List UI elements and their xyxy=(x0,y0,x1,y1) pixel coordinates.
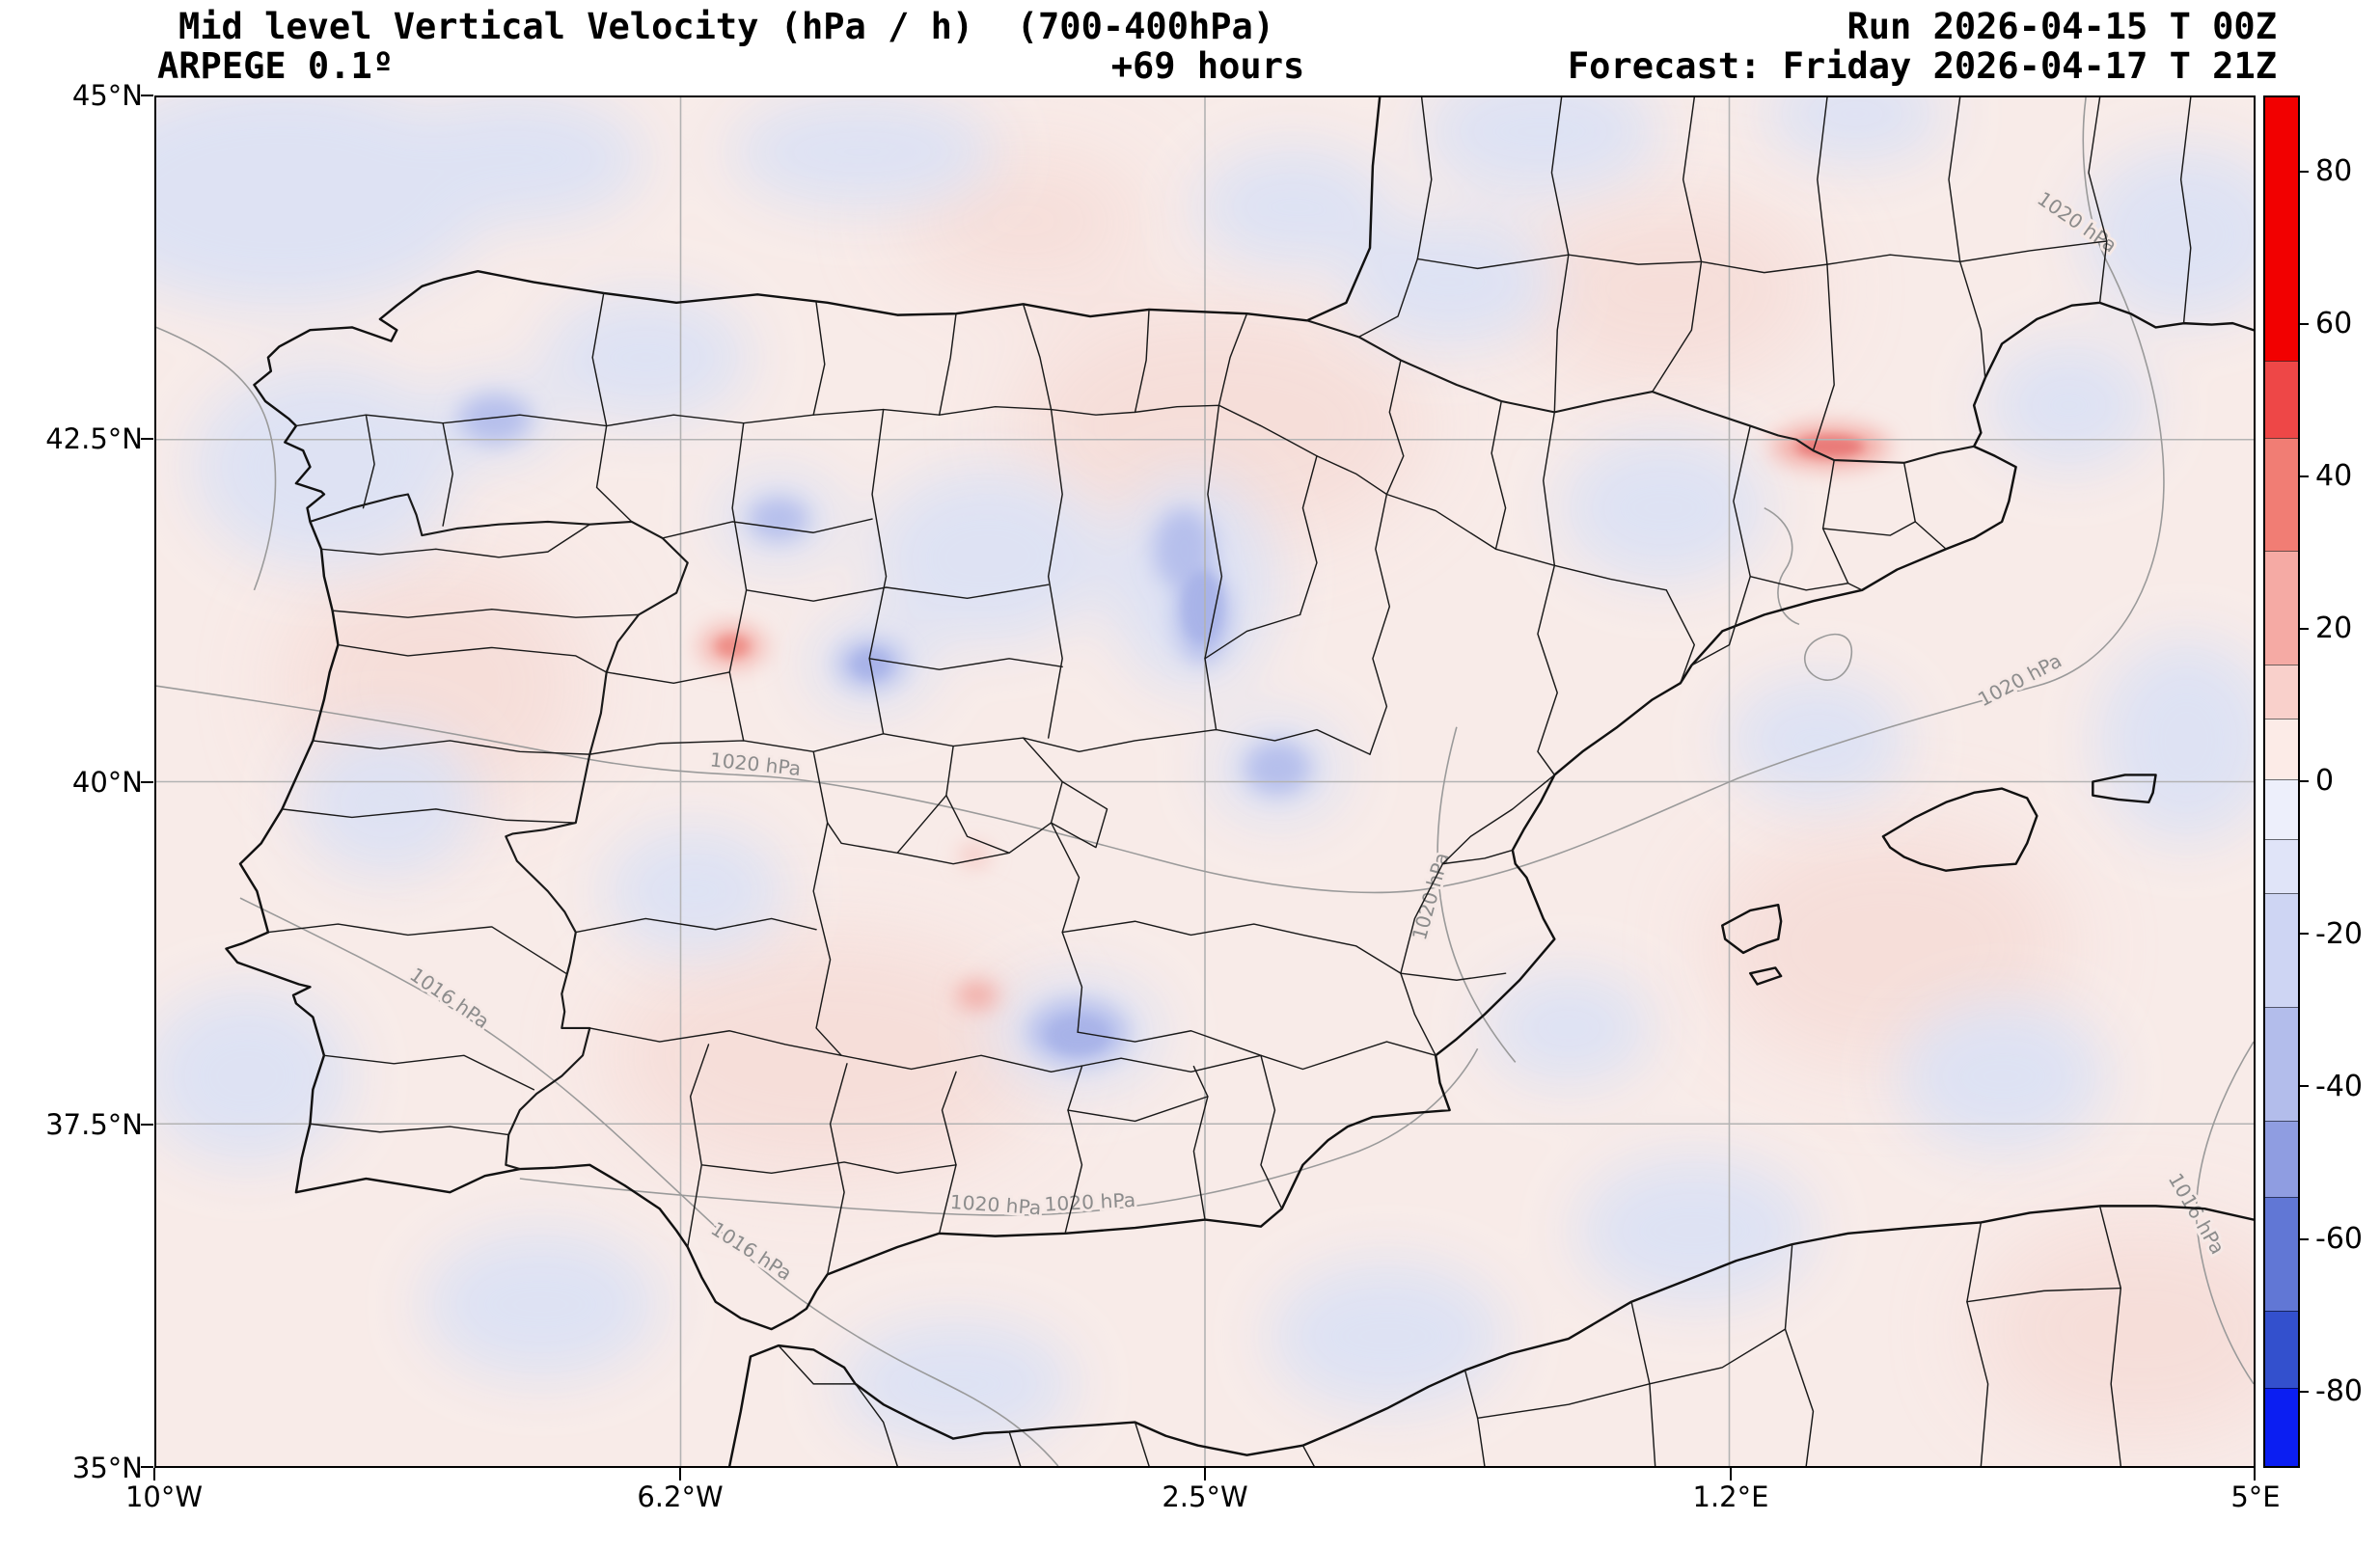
x-tick-label: 2.5°W xyxy=(1162,1480,1248,1513)
y-tick-label: 35°N xyxy=(71,1452,143,1484)
colorbar-tick-mark xyxy=(2300,1085,2309,1087)
colorbar-segment xyxy=(2265,839,2298,894)
run-label: Run 2026-04-15 T 00Z xyxy=(1847,6,2277,47)
colorbar-segment xyxy=(2265,1006,2298,1121)
colorbar-tick-mark xyxy=(2300,628,2309,630)
colorbar-tick-mark xyxy=(2300,1391,2309,1393)
x-tick-label: 5°E xyxy=(2230,1480,2281,1513)
x-tick-mark xyxy=(2254,1468,2256,1480)
y-tick-label: 37.5°N xyxy=(45,1108,143,1141)
island-formentera xyxy=(1749,966,1783,986)
colorbar-segment xyxy=(2265,97,2298,361)
colorbar-segment xyxy=(2265,1120,2298,1198)
chart-title: Mid level Vertical Velocity (hPa / h) (7… xyxy=(178,6,1275,47)
colorbar-segment xyxy=(2265,718,2298,779)
x-tick-mark xyxy=(1204,1468,1206,1480)
pressure-contours xyxy=(156,97,2254,1466)
colorbar-segment xyxy=(2265,664,2298,719)
colorbar-tick-mark xyxy=(2300,323,2309,325)
latlon-grid xyxy=(156,97,2254,1466)
island-mallorca xyxy=(1881,787,2038,872)
coastline-iberia-france xyxy=(225,97,2254,1331)
colorbar-tick-mark xyxy=(2300,1238,2309,1240)
model-label: ARPEGE 0.1º xyxy=(157,45,395,87)
x-tick-label: 1.2°E xyxy=(1692,1480,1769,1513)
colorbar xyxy=(2263,95,2300,1468)
colorbar-segment xyxy=(2265,1311,2298,1388)
x-tick-label: 10°W xyxy=(124,1480,204,1513)
colorbar-tick-mark xyxy=(2300,933,2309,935)
y-tick-label: 40°N xyxy=(71,766,143,799)
colorbar-segment xyxy=(2265,778,2298,840)
map-svg: 1020 hPa 1020 hPa 1020 hPa 1020 hPa 1016… xyxy=(156,97,2254,1466)
colorbar-segment xyxy=(2265,437,2298,552)
colorbar-segment xyxy=(2265,1197,2298,1312)
forecast-label: Forecast: Friday 2026-04-17 T 21Z xyxy=(1567,45,2277,87)
colorbar-tick-label: -80 xyxy=(2315,1374,2363,1408)
colorbar-tick-mark xyxy=(2300,475,2309,477)
island-ibiza xyxy=(1721,904,1783,955)
colorbar-tick-label: -20 xyxy=(2315,917,2363,951)
island-menorca xyxy=(2092,774,2157,803)
colorbar-tick-mark xyxy=(2300,171,2309,173)
colorbar-tick-label: 80 xyxy=(2315,154,2353,188)
colorbar-tick-label: 20 xyxy=(2315,611,2353,645)
colorbar-tick-label: -40 xyxy=(2315,1070,2363,1103)
x-tick-mark xyxy=(1730,1468,1732,1480)
colorbar-gradient xyxy=(2265,97,2298,1466)
colorbar-segment xyxy=(2265,1387,2298,1466)
colorbar-segment xyxy=(2265,893,2298,1007)
map-plot-area: 1020 hPa 1020 hPa 1020 hPa 1020 hPa 1016… xyxy=(154,95,2256,1468)
x-tick-mark xyxy=(153,1468,155,1480)
colorbar-tick-label: 60 xyxy=(2315,307,2353,340)
lead-time-label: +69 hours xyxy=(1110,45,1305,87)
x-tick-mark xyxy=(679,1468,681,1480)
y-tick-mark xyxy=(141,95,153,96)
contour-label: 1020 hPa xyxy=(1044,1188,1136,1216)
colorbar-tick-label: -60 xyxy=(2315,1222,2363,1256)
colorbar-tick-label: 40 xyxy=(2315,459,2353,493)
province-borders xyxy=(267,97,2192,1466)
y-tick-label: 45°N xyxy=(71,79,143,112)
colorbar-segment xyxy=(2265,551,2298,665)
y-tick-mark xyxy=(141,438,153,440)
y-tick-mark xyxy=(141,781,153,783)
x-tick-label: 6.2°W xyxy=(637,1480,724,1513)
colorbar-tick-mark xyxy=(2300,780,2309,782)
y-tick-mark xyxy=(141,1466,153,1468)
colorbar-segment xyxy=(2265,360,2298,438)
y-tick-mark xyxy=(141,1124,153,1126)
y-tick-label: 42.5°N xyxy=(45,422,143,455)
colorbar-tick-label: 0 xyxy=(2315,764,2335,798)
